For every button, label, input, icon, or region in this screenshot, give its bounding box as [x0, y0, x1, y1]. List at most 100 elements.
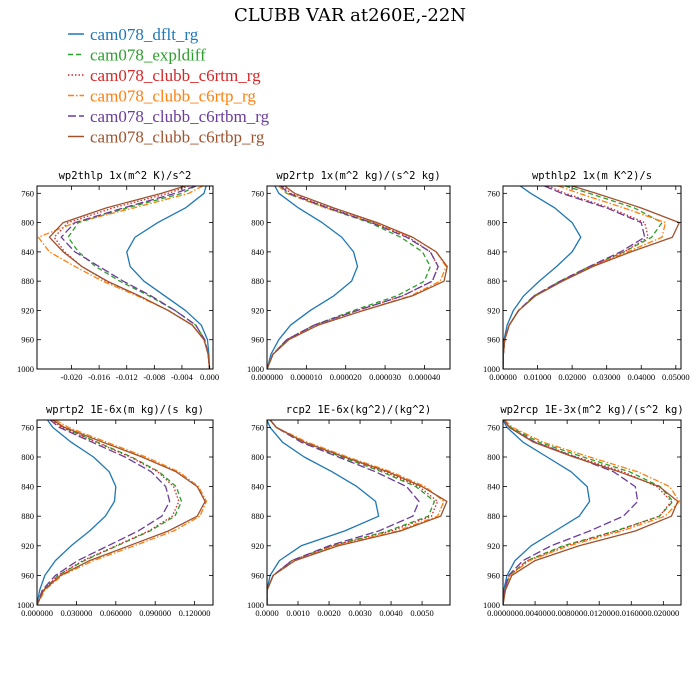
- y-tick-label: 1000: [17, 364, 34, 374]
- y-tick-label: 920: [21, 541, 34, 551]
- panel-1: wp2thlp 1x(m^2 K)/s^2 760 800 840 880 920 960 1…: [17, 170, 219, 382]
- x-tick-label: 0.120000: [179, 608, 211, 618]
- plot-frame: [266, 419, 451, 606]
- series-line-cam078_clubb_c6rtbp_rg: [503, 420, 679, 605]
- panel-5: rcp2 1E-6x(kg^2)/(kg^2) 760 800 840 880 920 96…: [247, 404, 451, 618]
- x-tick-label: 0.0030: [348, 608, 371, 618]
- y-tick-label: 880: [487, 276, 500, 286]
- series-line-cam078_clubb_c6rtp_rg: [37, 186, 211, 369]
- x-tick-label: 0.012000: [583, 608, 615, 618]
- x-tick-label: -0.016: [88, 372, 110, 382]
- y-tick-label: 840: [21, 247, 34, 257]
- series-group: [37, 186, 211, 369]
- x-tick-label: 0.05000: [662, 372, 690, 382]
- x-tick-label: 0.03000: [593, 372, 621, 382]
- y-tick-label: 800: [251, 218, 264, 228]
- x-tick-label: 0.04000: [627, 372, 655, 382]
- y-tick-label: 920: [487, 541, 500, 551]
- y-tick-label: 760: [251, 422, 264, 432]
- series-line-cam078_clubb_c6rtm_rg: [53, 186, 211, 369]
- legend-label: cam078_expldiff: [90, 46, 206, 65]
- x-tick-label: 0.060000: [100, 608, 132, 618]
- panel-title: rcp2 1E-6x(kg^2)/(kg^2): [286, 404, 431, 416]
- series-line-cam078_clubb_c6rtbm_rg: [267, 186, 439, 369]
- x-tick-label: 0.008000: [551, 608, 583, 618]
- x-tick-label: 0.00000: [489, 372, 517, 382]
- x-tick-label: -0.004: [171, 372, 194, 382]
- series-line-cam078_dflt_rg: [503, 420, 591, 605]
- panel-title: wp2rtp 1x(m^2 kg)/(s^2 kg): [276, 170, 440, 182]
- series-line-cam078_clubb_c6rtp_rg: [37, 420, 208, 605]
- series-line-cam078_clubb_c6rtp_rg: [503, 420, 681, 605]
- x-tick-label: 0.0010: [286, 608, 309, 618]
- y-tick-label: 880: [487, 511, 500, 521]
- panel-title: wp2rcp 1E-3x(m^2 kg)/(s^2 kg): [500, 404, 683, 416]
- x-tick-label: 0.000000: [487, 608, 519, 618]
- y-tick-label: 840: [487, 247, 500, 257]
- panel-3: wpthlp2 1x(m K^2)/s 760 800 840 880 920 960 100…: [483, 170, 690, 382]
- x-tick-label: -0.008: [143, 372, 165, 382]
- series-line-cam078_clubb_c6rtbp_rg: [267, 186, 448, 369]
- series-line-cam078_clubb_c6rtbm_rg: [503, 420, 639, 605]
- y-tick-label: 960: [251, 570, 264, 580]
- x-tick-label: 0.0040: [379, 608, 402, 618]
- legend-label: cam078_clubb_c6rtbp_rg: [90, 128, 265, 147]
- y-tick-label: 760: [21, 422, 34, 432]
- panel-title: wp2thlp 1x(m^2 K)/s^2: [59, 170, 192, 182]
- series-line-cam078_clubb_c6rtbp_rg: [48, 186, 211, 369]
- legend-entry: cam078_expldiff: [68, 46, 206, 65]
- y-tick-label: 760: [251, 188, 264, 198]
- x-tick-label: 0.000030: [369, 372, 401, 382]
- y-tick-label: 920: [21, 305, 34, 315]
- legend-label: cam078_clubb_c6rtp_rg: [90, 87, 256, 106]
- series-line-cam078_clubb_c6rtbm_rg: [60, 186, 211, 369]
- x-tick-label: -0.012: [116, 372, 138, 382]
- y-tick-label: 800: [21, 452, 34, 462]
- series-line-cam078_dflt_rg: [126, 186, 211, 369]
- x-tick-label: 0.016000: [615, 608, 647, 618]
- x-tick-label: 0.000040: [408, 372, 440, 382]
- series-line-cam078_dflt_rg: [503, 186, 582, 369]
- y-tick-label: 800: [21, 218, 34, 228]
- series-line-cam078_clubb_c6rtp_rg: [267, 186, 447, 369]
- y-tick-label: 840: [487, 482, 500, 492]
- y-tick-label: 960: [251, 335, 264, 345]
- series-line-cam078_clubb_c6rtm_rg: [503, 420, 673, 605]
- series-line-cam078_expldiff: [503, 420, 674, 605]
- series-line-cam078_clubb_c6rtp_rg: [503, 186, 667, 369]
- series-group: [267, 186, 448, 369]
- x-tick-label: 0.030000: [60, 608, 92, 618]
- x-tick-label: 0.0020: [317, 608, 340, 618]
- panel-6: wp2rcp 1E-3x(m^2 kg)/(s^2 kg)760 800 840 88…: [483, 404, 684, 618]
- y-tick-label: 920: [251, 305, 264, 315]
- legend-label: cam078_dflt_rg: [90, 25, 199, 44]
- y-tick-label: 960: [487, 335, 500, 345]
- panels: wp2thlp 1x(m^2 K)/s^2 760 800 840 880 920 960 1…: [17, 170, 690, 618]
- series-line-cam078_dflt_rg: [267, 186, 359, 369]
- x-tick-label: 0.000: [200, 372, 219, 382]
- x-tick-label: 0.0000: [255, 608, 278, 618]
- panel-2: wp2rtp 1x(m^2 kg)/(s^2 kg) 760 800 840 880 92…: [247, 170, 451, 382]
- figure-title: CLUBB VAR at260E,-22N: [234, 5, 466, 26]
- y-tick-label: 880: [21, 276, 34, 286]
- y-tick-label: 800: [487, 218, 500, 228]
- y-tick-label: 880: [251, 511, 264, 521]
- x-tick-label: 0.000000: [251, 372, 283, 382]
- y-tick-label: 1000: [17, 600, 34, 610]
- x-tick-label: 0.000020: [330, 372, 362, 382]
- legend: cam078_dflt_rg cam078_expldiff cam078_club…: [68, 25, 270, 147]
- x-tick-label: 0.090000: [139, 608, 171, 618]
- x-tick-label: 0.01000: [524, 372, 552, 382]
- y-tick-label: 840: [251, 482, 264, 492]
- legend-entry: cam078_clubb_c6rtbp_rg: [68, 128, 265, 147]
- series-group: [37, 420, 208, 605]
- series-line-cam078_clubb_c6rtm_rg: [37, 420, 180, 605]
- series-group: [267, 420, 448, 605]
- y-tick-label: 960: [21, 335, 34, 345]
- series-line-cam078_clubb_c6rtbp_rg: [503, 186, 680, 369]
- legend-label: cam078_clubb_c6rtbm_rg: [90, 107, 270, 126]
- y-tick-label: 760: [487, 422, 500, 432]
- y-tick-label: 1000: [247, 364, 264, 374]
- series-line-cam078_clubb_c6rtbm_rg: [503, 186, 646, 369]
